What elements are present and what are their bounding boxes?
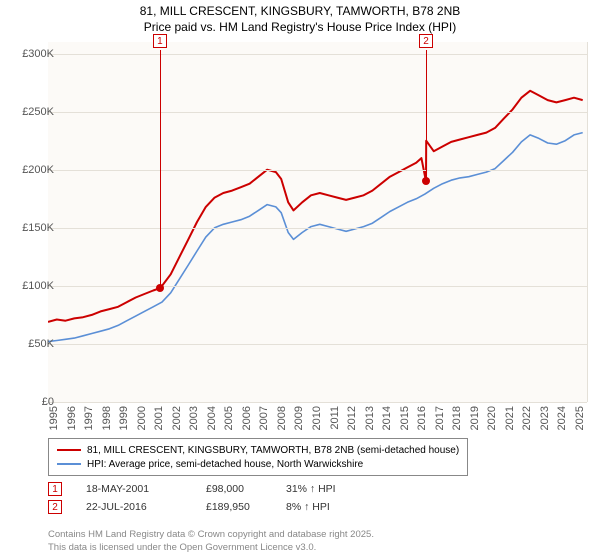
marker-stem (426, 50, 427, 181)
x-axis-tick: 2016 (416, 406, 428, 430)
sale-date: 18-MAY-2001 (86, 483, 206, 495)
x-axis-tick: 1996 (66, 406, 78, 430)
x-axis-tick: 2005 (223, 406, 235, 430)
legend-item: 81, MILL CRESCENT, KINGSBURY, TAMWORTH, … (57, 443, 459, 457)
marker-badge: 2 (419, 34, 433, 48)
title-line-2: Price paid vs. HM Land Registry's House … (0, 20, 600, 36)
x-axis-tick: 2017 (434, 406, 446, 430)
table-row: 1 18-MAY-2001 £98,000 31% ↑ HPI (48, 480, 386, 498)
legend: 81, MILL CRESCENT, KINGSBURY, TAMWORTH, … (48, 438, 468, 476)
y-axis-tick: £100K (10, 280, 54, 292)
x-axis-tick: 2003 (188, 406, 200, 430)
x-axis-tick: 2014 (381, 406, 393, 430)
x-axis-tick: 2004 (206, 406, 218, 430)
legend-item: HPI: Average price, semi-detached house,… (57, 457, 459, 471)
x-axis-tick: 2024 (556, 406, 568, 430)
table-row: 2 22-JUL-2016 £189,950 8% ↑ HPI (48, 498, 386, 516)
x-axis-tick: 2008 (276, 406, 288, 430)
y-axis-tick: £300K (10, 48, 54, 60)
x-axis-tick: 2001 (153, 406, 165, 430)
marker-badge: 1 (153, 34, 167, 48)
x-axis-tick: 2019 (469, 406, 481, 430)
chart-title: 81, MILL CRESCENT, KINGSBURY, TAMWORTH, … (0, 0, 600, 35)
y-axis-tick: £50K (10, 338, 54, 350)
x-axis-tick: 2015 (399, 406, 411, 430)
series-line (48, 91, 583, 322)
x-axis-tick: 1997 (83, 406, 95, 430)
x-axis-tick: 1999 (118, 406, 130, 430)
gridline-h (48, 286, 587, 287)
y-axis-tick: £250K (10, 106, 54, 118)
sale-date: 22-JUL-2016 (86, 501, 206, 513)
gridline-h (48, 112, 587, 113)
gridline-h (48, 344, 587, 345)
x-axis-tick: 1998 (101, 406, 113, 430)
x-axis-tick: 2012 (346, 406, 358, 430)
chart-plot-area (48, 42, 588, 402)
marker-stem (160, 50, 161, 288)
x-axis-tick: 2007 (258, 406, 270, 430)
x-axis-tick: 2021 (504, 406, 516, 430)
footer-attribution: Contains HM Land Registry data © Crown c… (48, 529, 374, 554)
gridline-h (48, 402, 587, 403)
footer-line-1: Contains HM Land Registry data © Crown c… (48, 529, 374, 541)
gridline-h (48, 170, 587, 171)
footer-line-2: This data is licensed under the Open Gov… (48, 542, 374, 554)
x-axis-tick: 2000 (136, 406, 148, 430)
marker-dot (156, 284, 164, 292)
y-axis-tick: £200K (10, 164, 54, 176)
legend-swatch (57, 463, 81, 465)
sale-pct: 8% ↑ HPI (286, 501, 386, 513)
x-axis-tick: 2010 (311, 406, 323, 430)
x-axis-tick: 1995 (48, 406, 60, 430)
sale-price: £98,000 (206, 483, 286, 495)
y-axis-tick: £150K (10, 222, 54, 234)
marker-badge: 2 (48, 500, 62, 514)
x-axis-tick: 2023 (539, 406, 551, 430)
sales-table: 1 18-MAY-2001 £98,000 31% ↑ HPI 2 22-JUL… (48, 480, 386, 516)
x-axis-tick: 2022 (521, 406, 533, 430)
x-axis-tick: 2020 (486, 406, 498, 430)
chart-svg (48, 42, 588, 402)
gridline-h (48, 228, 587, 229)
legend-label: HPI: Average price, semi-detached house,… (87, 459, 363, 470)
x-axis-tick: 2006 (241, 406, 253, 430)
legend-swatch (57, 449, 81, 451)
x-axis-tick: 2009 (293, 406, 305, 430)
marker-dot (422, 177, 430, 185)
legend-label: 81, MILL CRESCENT, KINGSBURY, TAMWORTH, … (87, 445, 459, 456)
marker-badge: 1 (48, 482, 62, 496)
x-axis-tick: 2025 (574, 406, 586, 430)
sale-pct: 31% ↑ HPI (286, 483, 386, 495)
x-axis-tick: 2002 (171, 406, 183, 430)
series-line (48, 133, 583, 342)
x-axis-tick: 2011 (329, 406, 341, 430)
title-line-1: 81, MILL CRESCENT, KINGSBURY, TAMWORTH, … (0, 4, 600, 20)
gridline-h (48, 54, 587, 55)
x-axis-tick: 2018 (451, 406, 463, 430)
x-axis-tick: 2013 (364, 406, 376, 430)
sale-price: £189,950 (206, 501, 286, 513)
